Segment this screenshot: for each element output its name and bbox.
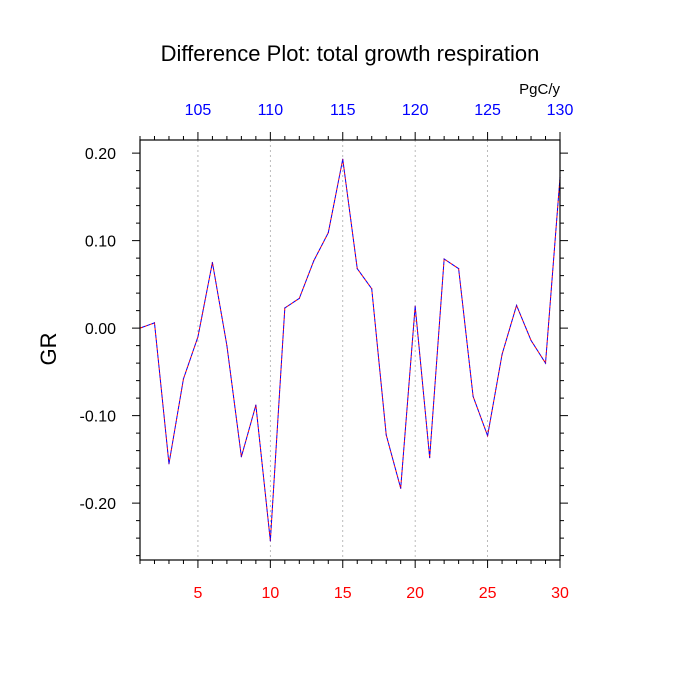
x-top-tick-label: 110 — [258, 102, 284, 119]
x-bottom-tick-label: 15 — [334, 585, 352, 602]
x-top-tick-label: 105 — [185, 102, 212, 119]
data-point — [356, 268, 358, 270]
y-tick-label: 0.10 — [85, 234, 116, 251]
x-bottom-tick-label: 20 — [406, 585, 424, 602]
data-point — [240, 456, 242, 458]
data-point — [226, 345, 228, 347]
data-point — [153, 322, 156, 324]
x-bottom-tick-label: 10 — [261, 585, 279, 602]
y-tick-label: 0.00 — [85, 321, 116, 338]
plot-frame — [139, 139, 561, 561]
data-point — [327, 232, 329, 234]
series-line-red — [139, 159, 561, 541]
y-tick-label: -0.20 — [80, 496, 117, 513]
data-point — [168, 463, 170, 465]
data-point — [385, 434, 387, 436]
data-point — [255, 404, 257, 406]
top-axis-units: PgC/y — [519, 81, 560, 98]
x-top-tick-label: 130 — [547, 102, 574, 119]
data-point — [298, 297, 300, 299]
data-point — [414, 305, 416, 307]
data-point — [313, 260, 315, 262]
series-layer — [139, 158, 561, 542]
data-point — [486, 435, 489, 437]
x-top-tick-label: 125 — [474, 102, 501, 119]
data-point — [429, 457, 431, 459]
data-point — [501, 353, 503, 355]
data-point — [269, 540, 271, 542]
data-point — [284, 307, 286, 309]
data-point — [443, 258, 445, 260]
chart-title: Difference Plot: total growth respiratio… — [161, 41, 540, 66]
x-bottom-tick-label: 25 — [479, 585, 497, 602]
data-point — [197, 336, 199, 338]
data-point — [182, 378, 185, 380]
data-point — [400, 487, 402, 489]
data-point — [371, 288, 373, 290]
data-point — [342, 158, 344, 160]
y-axis-label: GR — [36, 333, 61, 366]
x-bottom-tick-label: 5 — [193, 585, 202, 602]
y-tick-label: 0.20 — [85, 146, 116, 163]
x-bottom-tick-label: 30 — [551, 585, 569, 602]
x-top-tick-label: 120 — [402, 102, 429, 119]
data-point — [458, 268, 460, 270]
data-point — [544, 362, 547, 364]
x-top-tick-label: 115 — [330, 102, 356, 119]
axis-ticks — [132, 132, 568, 568]
y-tick-label: -0.10 — [80, 409, 117, 426]
data-point — [515, 304, 518, 306]
data-point — [211, 261, 214, 264]
data-point — [530, 339, 532, 341]
series-line-blue — [139, 159, 561, 541]
tick-labels: 5 10 15 20 25 30 105 110 115 120 125 130 0.20 0.10 0.0… — [80, 102, 574, 602]
gridlines — [197, 140, 488, 560]
data-point — [472, 395, 474, 397]
